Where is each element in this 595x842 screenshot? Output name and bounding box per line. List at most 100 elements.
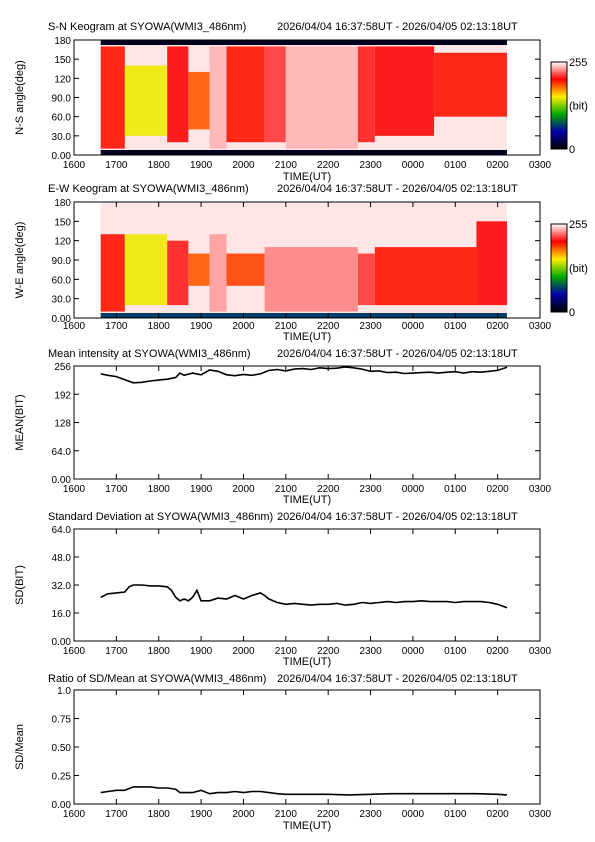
x-tick-label: 2300 — [359, 646, 382, 657]
colorbar-unit-label: (bit) — [569, 263, 588, 275]
x-tick-label: 1700 — [105, 646, 128, 657]
x-tick-label: 0000 — [402, 809, 425, 820]
x-tick-label: 0300 — [529, 646, 552, 657]
keogram-block — [357, 46, 375, 143]
y-tick-label: 1.0 — [57, 686, 71, 697]
x-tick-label: 2200 — [317, 321, 340, 332]
x-tick-label: 2100 — [275, 321, 298, 332]
keogram-block — [209, 234, 227, 312]
x-tick-label: 1600 — [63, 809, 86, 820]
y-tick-label: 0.00 — [52, 475, 72, 486]
keogram-block — [188, 71, 210, 130]
y-tick-label: 150 — [54, 55, 71, 66]
y-tick-label: 30.0 — [52, 132, 72, 143]
x-tick-label: 1900 — [190, 484, 213, 495]
x-tick-label: 2000 — [232, 646, 255, 657]
keogram-block — [100, 234, 125, 312]
chart-title: Standard Deviation at SYOWA(WMI3_486nm) — [48, 511, 273, 523]
colorbar-min-label: 0 — [569, 307, 575, 319]
data-line — [100, 786, 508, 796]
x-tick-label: 0300 — [529, 321, 552, 332]
chart-title: Ratio of SD/Mean at SYOWA(WMI3_486nm) — [48, 673, 266, 685]
keogram-block — [285, 46, 358, 149]
keogram-block — [476, 221, 507, 306]
keogram-block — [188, 253, 210, 286]
y-tick-label: 120 — [54, 237, 71, 248]
x-tick-label: 0100 — [444, 484, 467, 495]
x-tick-label: 1900 — [190, 160, 213, 171]
y-tick-label: 180 — [54, 198, 71, 209]
colorbar — [550, 223, 568, 313]
x-tick-label: 2200 — [317, 809, 340, 820]
colorbar-max-label: 255 — [569, 219, 587, 231]
y-tick-label: 128 — [54, 419, 71, 430]
x-tick-label: 0100 — [444, 160, 467, 171]
y-tick-label: 64.0 — [52, 525, 72, 536]
time-range-label: 2026/04/04 16:37:58UT - 2026/04/05 02:13… — [277, 21, 518, 33]
x-tick-label: 1800 — [148, 321, 171, 332]
x-tick-label: 0200 — [487, 646, 510, 657]
keogram-block — [264, 46, 286, 143]
chart-panel-3: Mean intensity at SYOWA(WMI3_486nm) 2026/… — [14, 348, 552, 506]
chart-panel-4: Standard Deviation at SYOWA(WMI3_486nm) 2… — [14, 511, 552, 668]
colorbar — [550, 61, 568, 150]
x-tick-label: 2300 — [359, 809, 382, 820]
x-tick-label: 2100 — [275, 160, 298, 171]
keogram-block — [374, 247, 477, 306]
x-tick-label: 0200 — [487, 160, 510, 171]
y-tick-label: 64.0 — [52, 447, 72, 458]
y-tick-label: 30.0 — [52, 295, 72, 306]
x-tick-label: 1900 — [190, 321, 213, 332]
x-tick-label: 2100 — [275, 809, 298, 820]
x-tick-label: 0200 — [487, 809, 510, 820]
colorbar-max-label: 255 — [569, 57, 587, 69]
x-tick-label: 0100 — [444, 646, 467, 657]
x-axis-label: TIME(UT) — [283, 494, 331, 506]
x-tick-label: 1800 — [148, 646, 171, 657]
colorbar-min-label: 0 — [569, 144, 575, 156]
x-tick-label: 2000 — [232, 321, 255, 332]
x-tick-label: 0300 — [529, 809, 552, 820]
x-tick-label: 2100 — [275, 646, 298, 657]
y-tick-label: 48.0 — [52, 553, 72, 564]
y-tick-label: 90.0 — [52, 94, 72, 105]
keogram-block — [434, 52, 507, 117]
x-axis-label: TIME(UT) — [283, 820, 331, 832]
y-tick-label: 0.00 — [52, 151, 72, 162]
x-tick-label: 1800 — [148, 809, 171, 820]
y-tick-label: 120 — [54, 74, 71, 85]
x-tick-label: 0100 — [444, 321, 467, 332]
x-tick-label: 1700 — [105, 809, 128, 820]
x-tick-label: 0000 — [402, 646, 425, 657]
x-tick-label: 2300 — [359, 484, 382, 495]
y-tick-label: 180 — [54, 36, 71, 47]
time-range-label: 2026/04/04 16:37:58UT - 2026/04/05 02:13… — [277, 673, 518, 685]
y-tick-label: 256 — [54, 362, 71, 373]
x-tick-label: 1700 — [105, 160, 128, 171]
x-tick-label: 2000 — [232, 809, 255, 820]
x-tick-label: 1600 — [63, 160, 86, 171]
x-tick-label: 2300 — [359, 321, 382, 332]
y-axis-label: N-S angle(deg) — [14, 60, 26, 135]
y-tick-label: 0.25 — [52, 772, 72, 783]
keogram-block — [124, 234, 168, 306]
chart-title: Mean intensity at SYOWA(WMI3_486nm) — [48, 348, 251, 360]
time-range-label: 2026/04/04 16:37:58UT - 2026/04/05 02:13… — [277, 511, 518, 523]
keogram-block — [357, 253, 375, 306]
keogram-bottom-band — [100, 313, 507, 318]
chart-panel-1: S-N Keogram at SYOWA(WMI3_486nm) 2026/04/… — [14, 21, 588, 183]
keogram-top-band — [100, 40, 507, 45]
x-tick-label: 1800 — [148, 484, 171, 495]
data-line — [100, 366, 508, 384]
y-tick-label: 0.50 — [52, 743, 72, 754]
y-axis-label: SD/Mean — [14, 724, 26, 770]
y-tick-label: 16.0 — [52, 609, 72, 620]
y-tick-label: 60.0 — [52, 275, 72, 286]
y-tick-label: 150 — [54, 217, 71, 228]
x-axis-label: TIME(UT) — [283, 331, 331, 343]
time-range-label: 2026/04/04 16:37:58UT - 2026/04/05 02:13… — [277, 348, 518, 360]
keogram-block — [167, 46, 189, 143]
plot-frame — [73, 365, 541, 480]
x-tick-label: 0100 — [444, 809, 467, 820]
